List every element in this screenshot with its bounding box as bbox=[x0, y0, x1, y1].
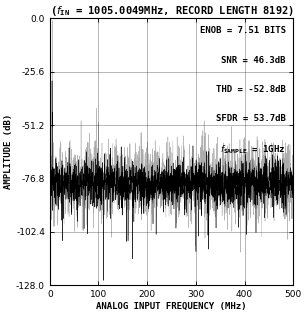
X-axis label: ANALOG INPUT FREQUENCY (MHz): ANALOG INPUT FREQUENCY (MHz) bbox=[96, 302, 247, 311]
Text: ENOB = 7.51 BITS: ENOB = 7.51 BITS bbox=[200, 26, 286, 35]
Text: SFDR = 53.7dB: SFDR = 53.7dB bbox=[216, 114, 286, 123]
Title: ($f_\mathregular{IN}$ = 1005.0049MHz, RECORD LENGTH 8192): ($f_\mathregular{IN}$ = 1005.0049MHz, RE… bbox=[50, 4, 293, 18]
Text: THD = -52.8dB: THD = -52.8dB bbox=[216, 85, 286, 94]
Text: SNR = 46.3dB: SNR = 46.3dB bbox=[222, 56, 286, 65]
Y-axis label: AMPLITUDE (dB): AMPLITUDE (dB) bbox=[4, 114, 13, 189]
Text: $f_\mathregular{SAMPLE}$ = 1GHz: $f_\mathregular{SAMPLE}$ = 1GHz bbox=[220, 144, 286, 156]
